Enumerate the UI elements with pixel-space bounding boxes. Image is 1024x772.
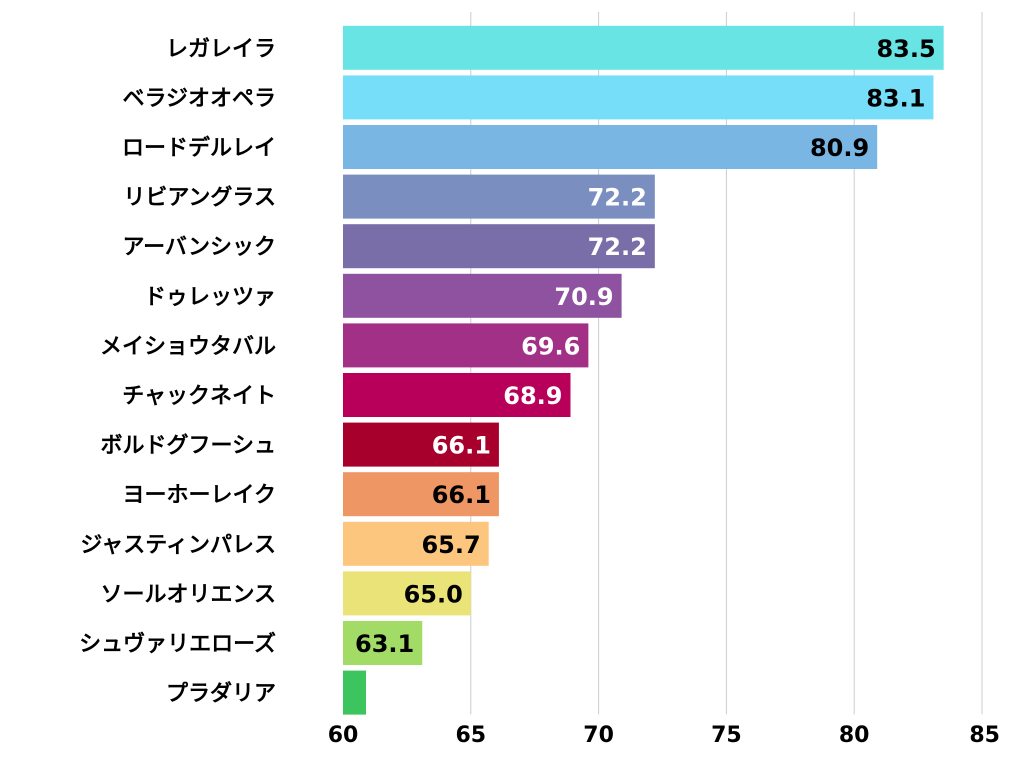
value-label: 72.2 xyxy=(588,233,647,261)
value-label: 72.2 xyxy=(588,184,647,212)
category-label: リビアングラス xyxy=(123,185,276,211)
category-label: ロードデルレイ xyxy=(122,135,276,161)
x-tick-label: 60 xyxy=(328,723,359,748)
bar xyxy=(343,621,423,665)
category-label: アーバンシック xyxy=(122,235,276,260)
value-label: 83.1 xyxy=(866,84,925,112)
category-label: プラダリア xyxy=(166,681,276,707)
value-label: 69.6 xyxy=(521,332,580,360)
bar xyxy=(343,373,571,417)
bar xyxy=(343,224,655,269)
value-label: 80.9 xyxy=(810,134,869,162)
value-label: 66.1 xyxy=(432,481,491,509)
x-tick-label: 65 xyxy=(455,723,486,748)
value-label: 65.7 xyxy=(421,531,480,559)
bar xyxy=(343,25,944,70)
value-label: 70.9 xyxy=(554,283,613,311)
x-tick-label: 70 xyxy=(583,723,614,748)
category-label: レガレイラ xyxy=(166,37,276,62)
value-label: 83.5 xyxy=(876,35,935,63)
bar xyxy=(343,571,471,616)
category-label-layer: レガレイラベラジオオペラロードデルレイリビアングラスアーバンシックドゥレッツァメ… xyxy=(79,37,276,707)
bar xyxy=(343,670,367,715)
bar xyxy=(343,174,655,219)
category-label: ドゥレッツァ xyxy=(144,285,276,310)
value-label: 63.1 xyxy=(355,630,414,658)
category-label: ボルドグフーシュ xyxy=(100,433,276,459)
category-label: ヨーホーレイク xyxy=(122,483,276,508)
bar xyxy=(343,125,878,169)
x-tick-label: 85 xyxy=(969,723,1000,748)
bar xyxy=(343,273,622,318)
category-label: ソールオリエンス xyxy=(100,582,276,607)
x-tick-label: 80 xyxy=(839,723,870,748)
bar xyxy=(343,422,499,467)
bar-layer xyxy=(343,25,944,715)
x-tick-label: 75 xyxy=(711,723,742,748)
bar xyxy=(343,472,499,517)
bar xyxy=(343,323,589,368)
category-label: チャックネイト xyxy=(122,384,276,409)
value-label-layer: 83.5 83.1 80.9 72.2 72.2 70.9 69.6 68.9 66.1 66.1… xyxy=(355,35,936,658)
category-label: シュヴァリエローズ xyxy=(79,631,276,657)
bar xyxy=(343,75,934,120)
value-label: 68.9 xyxy=(503,382,562,410)
value-label: 65.0 xyxy=(404,580,463,608)
tick-label-layer: 60 65 70 75 80 85 xyxy=(328,723,1000,748)
category-label: ジャスティンパレス xyxy=(80,533,276,558)
value-label: 66.1 xyxy=(432,432,491,460)
category-label: メイショウタバル xyxy=(100,334,276,359)
bar xyxy=(343,521,489,566)
category-label: ベラジオオペラ xyxy=(122,86,276,111)
